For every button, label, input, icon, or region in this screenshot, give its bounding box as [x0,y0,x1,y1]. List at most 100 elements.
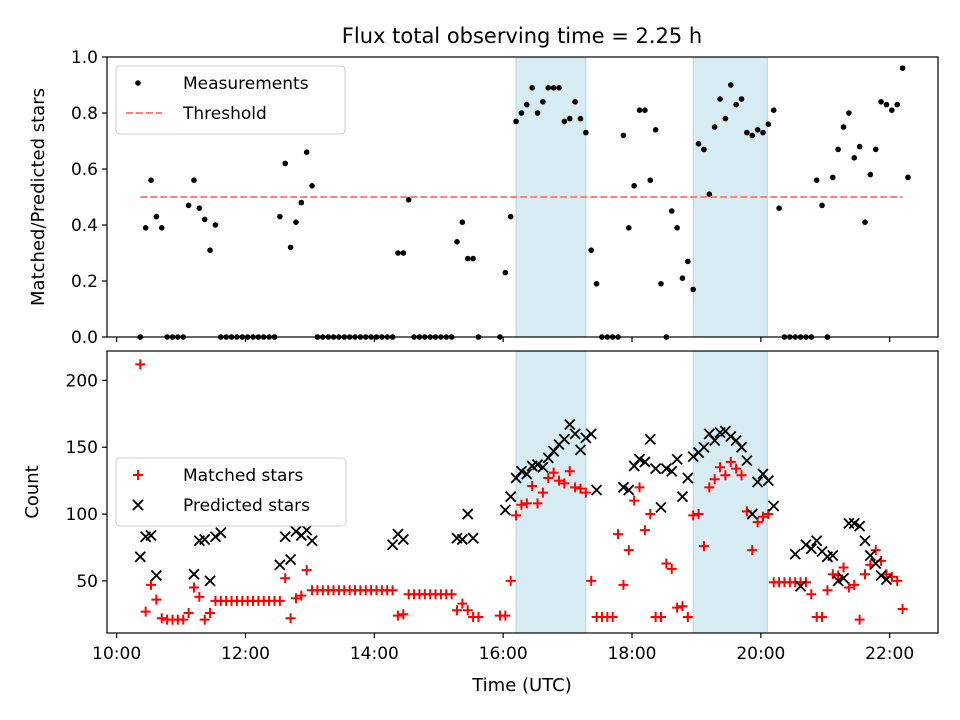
data-point [730,434,742,447]
data-point [698,541,709,552]
data-point [607,611,618,622]
x-tick-label: 14:00 [350,644,399,664]
data-point [849,579,860,590]
data-point [636,107,643,113]
data-point [135,359,146,370]
data-point [537,461,549,473]
data-point [676,491,689,503]
data-point [746,508,758,520]
y-tick-label: 50 [76,572,98,592]
data-point [199,533,211,546]
data-point [153,213,160,220]
data-point [456,533,469,546]
data-point [521,498,532,509]
data-point [762,475,775,487]
data-point [185,202,192,209]
data-point [301,565,312,576]
data-point [566,115,573,122]
data-point [558,433,571,445]
data-point [856,143,863,150]
data-point [634,482,645,493]
data-point [527,480,538,491]
data-point [800,539,812,551]
data-point [754,127,761,133]
data-point [547,445,560,457]
data-point [851,155,858,161]
y-axis-label-bottom: Count [22,465,43,518]
data-point [720,470,731,481]
data-point [688,510,699,521]
legend-swatch [132,499,144,511]
data-point [751,476,764,488]
data-point [854,614,865,625]
data-point [548,467,559,478]
data-point [620,132,627,139]
data-point [668,208,675,214]
data-point [521,468,533,480]
data-point [671,453,683,465]
data-point [151,594,162,605]
data-point [853,520,866,532]
data-point [516,499,527,510]
data-point [725,430,737,443]
data-point [870,557,882,570]
data-point [872,146,879,153]
data-point [134,551,146,563]
data-point [838,562,849,573]
data-point [274,595,285,606]
data-point [207,247,213,253]
data-point [633,453,646,465]
data-point [523,101,530,108]
data-point [629,495,640,506]
data-point [534,110,541,116]
data-point [513,118,519,125]
data-point [462,605,473,616]
data-point [209,531,222,543]
data-point [580,432,592,444]
data-point [704,482,715,493]
data-point [580,487,591,498]
data-point [201,216,208,223]
series-matched-stars [135,359,908,625]
data-point [505,575,516,586]
data-point [693,509,704,520]
data-point [543,472,554,483]
data-point [205,607,216,618]
data-point [768,500,780,512]
legend-swatch [133,470,143,480]
series-predicted-stars [134,418,893,592]
data-point [499,504,511,516]
x-tick-label: 16:00 [479,644,528,664]
data-point [789,548,801,560]
data-point [540,99,546,105]
data-point [554,475,565,486]
data-point [280,573,291,584]
data-point [827,549,839,562]
data-point [140,606,151,617]
data-point [645,509,656,520]
data-point [846,110,852,116]
data-point [577,115,584,122]
data-point [776,205,782,211]
data-point [502,269,509,276]
data-point [738,96,745,102]
data-point [446,589,457,600]
data-point [387,585,398,596]
data-point [284,553,297,566]
data-point [817,611,828,622]
x-tick-label: 20:00 [736,644,785,664]
data-point [303,149,310,155]
data-point [892,575,903,586]
data-point [146,579,157,590]
top-panel: 0.0 0.2 0.4 0.6 0.8 1.0 Measurements Threshold [71,48,939,348]
data-point [550,85,557,91]
data-point [672,602,683,613]
data-point [194,591,205,602]
data-point [142,225,149,231]
data-point [631,183,637,189]
data-point [457,598,468,609]
data-point [727,82,734,88]
data-point [658,281,664,287]
data-point [897,603,908,614]
